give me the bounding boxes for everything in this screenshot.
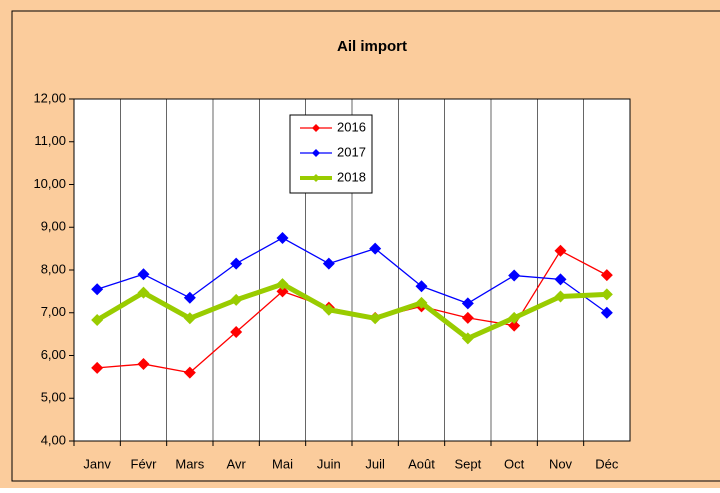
legend-label: 2018 bbox=[337, 169, 366, 184]
x-tick-label: Avr bbox=[227, 456, 247, 471]
chart-title: Ail import bbox=[337, 38, 407, 55]
data-point bbox=[461, 297, 474, 310]
x-tick-label: Nov bbox=[549, 456, 573, 471]
data-point bbox=[554, 244, 567, 257]
data-point bbox=[508, 311, 521, 324]
series-line bbox=[95, 281, 607, 341]
y-tick-label: 11,00 bbox=[34, 133, 66, 148]
data-point bbox=[461, 311, 474, 324]
y-tick-label: 10,00 bbox=[33, 176, 66, 191]
y-tick-label: 4,00 bbox=[41, 432, 66, 447]
data-point bbox=[230, 257, 243, 270]
data-point bbox=[369, 312, 382, 325]
data-point bbox=[183, 312, 196, 325]
data-point bbox=[554, 290, 567, 303]
data-point bbox=[276, 231, 289, 244]
x-tick-label: Janv bbox=[83, 456, 111, 471]
y-tick-label: 6,00 bbox=[41, 347, 66, 362]
chart-frame bbox=[11, 10, 720, 482]
data-point bbox=[137, 286, 150, 299]
data-point bbox=[183, 366, 196, 379]
data-point bbox=[183, 291, 196, 304]
x-tick-label: Mai bbox=[272, 456, 293, 471]
series-line bbox=[96, 237, 608, 314]
x-tick-label: Oct bbox=[504, 456, 525, 471]
data-point bbox=[461, 332, 474, 345]
data-point bbox=[230, 293, 243, 306]
y-tick-label: 8,00 bbox=[41, 261, 66, 276]
x-tick-label: Déc bbox=[595, 456, 619, 471]
legend-label: 2017 bbox=[337, 144, 366, 159]
x-tick-label: Févr bbox=[131, 456, 158, 471]
data-point bbox=[415, 296, 428, 309]
data-point bbox=[137, 268, 150, 281]
y-tick-label: 12,00 bbox=[33, 90, 66, 105]
x-tick-label: Juin bbox=[317, 456, 341, 471]
data-point bbox=[322, 303, 335, 316]
data-point bbox=[554, 273, 567, 286]
legend-label: 2016 bbox=[337, 119, 366, 134]
y-tick-label: 7,00 bbox=[41, 304, 66, 319]
y-tick-label: 9,00 bbox=[41, 219, 66, 234]
data-point bbox=[600, 306, 613, 319]
data-point bbox=[322, 257, 335, 270]
data-point bbox=[508, 319, 521, 332]
x-tick-label: Sept bbox=[454, 456, 481, 471]
legend-marker bbox=[312, 149, 320, 157]
data-point bbox=[415, 280, 428, 293]
x-tick-label: Juil bbox=[365, 456, 385, 471]
data-point bbox=[600, 269, 613, 282]
data-point bbox=[508, 269, 521, 282]
y-tick-label: 5,00 bbox=[41, 390, 66, 405]
x-tick-label: Août bbox=[408, 456, 435, 471]
data-point bbox=[91, 283, 104, 296]
x-tick-label: Mars bbox=[175, 456, 204, 471]
data-point bbox=[91, 361, 104, 374]
data-point bbox=[600, 288, 613, 301]
data-point bbox=[369, 242, 382, 255]
legend-marker bbox=[312, 174, 320, 182]
legend-marker bbox=[312, 124, 320, 132]
data-point bbox=[276, 278, 289, 291]
data-point bbox=[230, 325, 243, 338]
data-point bbox=[137, 358, 150, 371]
data-point bbox=[91, 314, 104, 327]
